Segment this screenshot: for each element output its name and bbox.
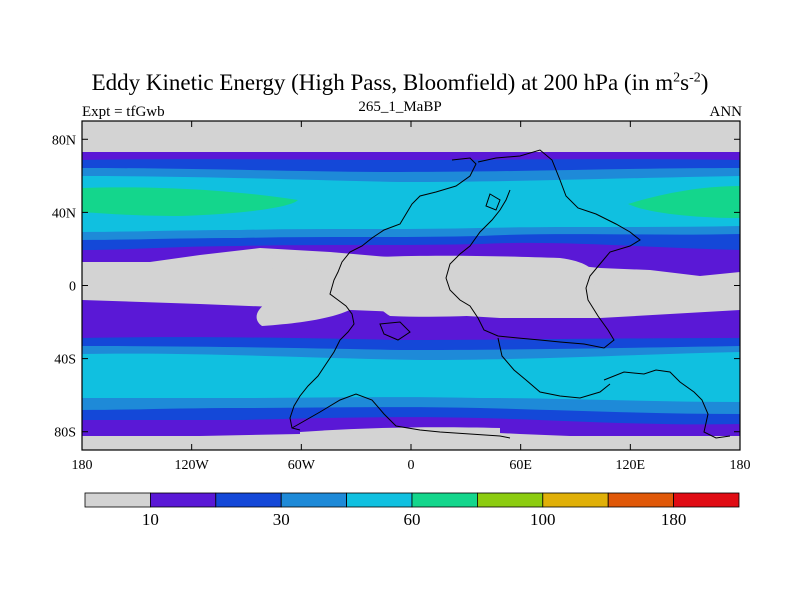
jet-core-east	[628, 186, 740, 218]
x-tick-label: 180	[72, 458, 93, 473]
tropics-low-west	[256, 252, 371, 326]
x-tick-label: 120W	[175, 458, 210, 473]
colorbar-swatch	[215, 492, 282, 508]
tropics-low-east	[622, 299, 688, 311]
case-label: 265_1_MaBP	[358, 99, 442, 115]
experiment-label: Expt = tfGwb	[82, 104, 165, 120]
jet-core-west	[82, 187, 298, 216]
band-sh-cyan	[82, 352, 740, 402]
polar-south-grey	[82, 436, 740, 450]
band-nh-cyan	[82, 176, 740, 232]
season-label: ANN	[709, 104, 743, 120]
contour-field	[82, 121, 740, 450]
antarctic-edge	[300, 427, 500, 436]
coastline-south-continent	[497, 337, 611, 399]
colorbar-swatch	[411, 492, 478, 508]
colorbar-swatch	[346, 492, 413, 508]
continent-outlines	[289, 149, 731, 439]
coastline-islands	[379, 193, 501, 341]
colorbar-label: 60	[404, 510, 421, 529]
colorbar-label: 100	[530, 510, 556, 529]
y-tick-label: 80N	[52, 133, 76, 148]
y-tick-label: 40N	[52, 206, 76, 221]
y-tick-label: 40S	[54, 353, 76, 368]
coastline-antarctica	[291, 393, 511, 439]
colorbar-swatch	[149, 492, 217, 508]
x-axis: 180 120W 60W 0 60E 120E 180	[72, 121, 751, 473]
colorbar-swatch	[673, 492, 740, 508]
x-tick-label: 0	[408, 458, 415, 473]
coastline-australia	[603, 369, 731, 439]
coastline-america	[289, 157, 477, 431]
y-tick-label: 0	[69, 280, 76, 295]
coastline-africa-eurasia	[445, 149, 641, 349]
x-tick-label: 60E	[509, 458, 532, 473]
colorbar: 10 30 60 100 180	[84, 492, 740, 529]
tropics-low-central	[360, 255, 596, 317]
colorbar-swatch	[542, 492, 609, 508]
colorbar-swatch	[607, 492, 675, 508]
colorbar-swatch	[476, 492, 544, 508]
y-tick-label: 80S	[54, 426, 76, 441]
y-axis: 80N 40N 0 40S 80S	[52, 133, 740, 441]
plot-title: Eddy Kinetic Energy (High Pass, Bloomfie…	[91, 70, 709, 95]
colorbar-swatch	[84, 492, 151, 508]
x-tick-label: 60W	[288, 458, 316, 473]
x-tick-label: 120E	[616, 458, 646, 473]
colorbar-label: 30	[273, 510, 290, 529]
colorbar-swatch	[280, 492, 348, 508]
colorbar-label: 180	[661, 510, 687, 529]
x-tick-label: 180	[730, 458, 751, 473]
colorbar-label: 10	[142, 510, 159, 529]
